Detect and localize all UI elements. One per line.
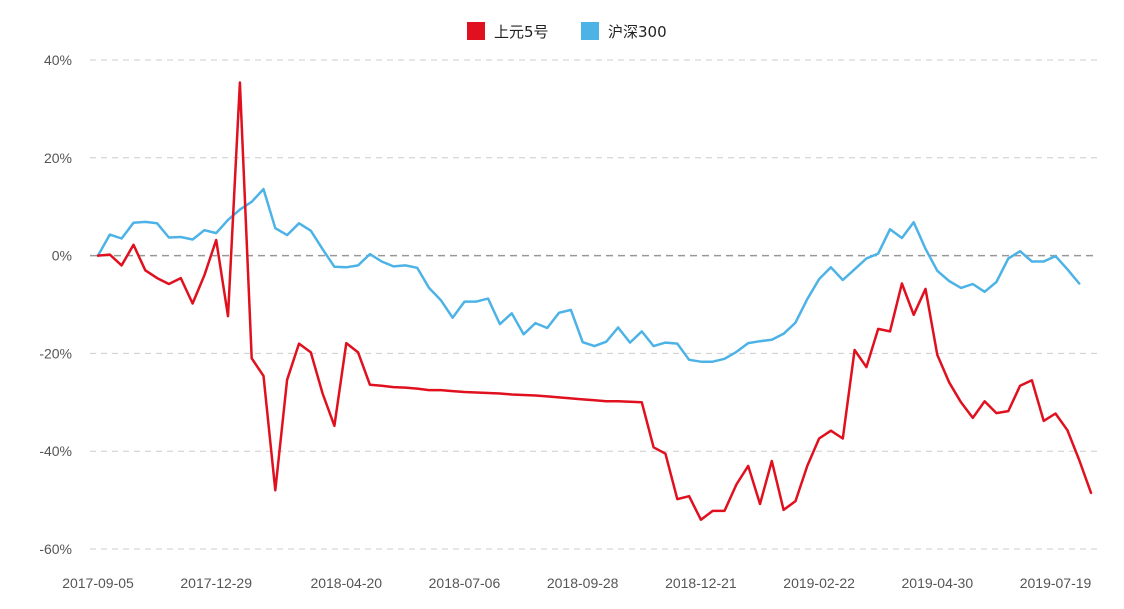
legend-item-hs300[interactable]: 沪深300 (581, 22, 667, 41)
x-tick-label: 2018-09-28 (547, 575, 619, 591)
series-line-shangyuan5 (96, 81, 1093, 521)
x-tick-label: 2019-07-19 (1020, 575, 1092, 591)
x-tick-label: 2018-04-20 (310, 575, 382, 591)
x-tick-label: 2017-12-29 (180, 575, 252, 591)
x-tick-label: 2018-07-06 (429, 575, 501, 591)
y-tick-label: 0% (52, 248, 72, 264)
x-tick-label: 2019-02-22 (783, 575, 855, 591)
x-tick-label: 2017-09-05 (62, 575, 134, 591)
legend-swatch (467, 22, 485, 40)
y-tick-label: 20% (44, 150, 72, 166)
legend[interactable]: 上元5号 沪深300 (467, 22, 667, 41)
legend-item-shangyuan5[interactable]: 上元5号 (467, 22, 549, 41)
legend-label: 沪深300 (608, 23, 667, 41)
legend-label: 上元5号 (494, 23, 549, 41)
y-tick-label: -20% (39, 345, 72, 361)
y-tick-label: -40% (39, 443, 72, 459)
x-tick-label: 2019-04-30 (902, 575, 974, 591)
series-line-hs300 (96, 187, 1081, 363)
y-tick-label: 40% (44, 52, 72, 68)
y-tick-label: -60% (39, 541, 72, 557)
x-axis-tick-labels: 2017-09-05 2017-12-29 2018-04-20 2018-07-06… (62, 575, 1091, 591)
series-lines (96, 81, 1093, 521)
x-tick-label: 2018-12-21 (665, 575, 737, 591)
legend-swatch (581, 22, 599, 40)
y-axis-tick-labels: 40% 20% 0% -20% -40% -60% (39, 52, 72, 557)
